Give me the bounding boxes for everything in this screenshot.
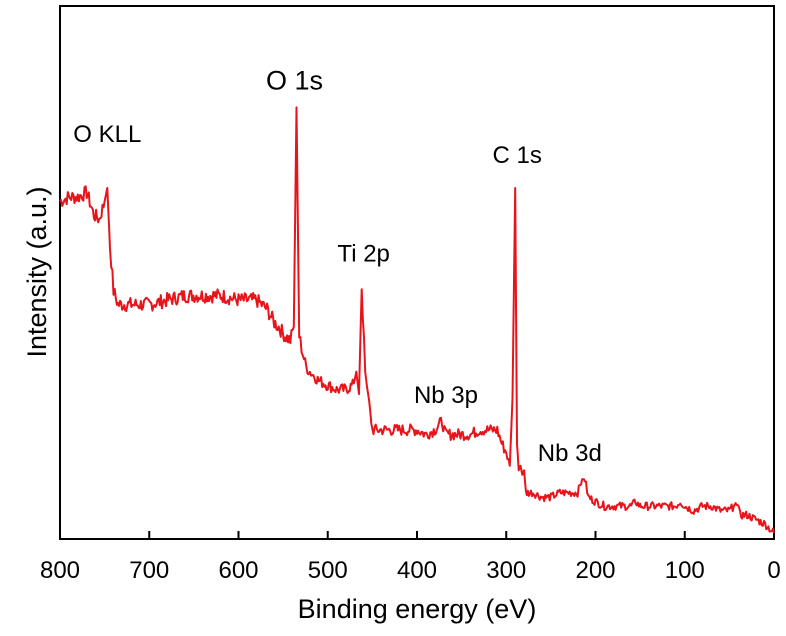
x-axis-ticks: [59, 531, 775, 539]
y-axis-title: Intensity (a.u.): [22, 186, 52, 357]
x-tick-label-400: 400: [397, 557, 437, 584]
peak-label-nb-3d: Nb 3d: [538, 440, 602, 467]
x-tick-label-100: 100: [665, 557, 705, 584]
x-tick-label-700: 700: [129, 557, 169, 584]
spectrum-line: [59, 106, 775, 534]
x-tick-label-600: 600: [218, 557, 258, 584]
x-tick-label-200: 200: [575, 557, 615, 584]
x-axis-tick-labels: 800 700 600 500 400 300 200 100 0: [40, 557, 781, 584]
peak-label-o-1s: O 1s: [266, 65, 323, 95]
peak-label-c-1s: C 1s: [492, 142, 541, 169]
peak-label-o-kll: O KLL: [73, 121, 141, 148]
peak-label-nb-3p: Nb 3p: [414, 382, 478, 409]
x-tick-label-500: 500: [308, 557, 348, 584]
x-tick-label-0: 0: [767, 557, 780, 584]
x-tick-label-800: 800: [40, 557, 80, 584]
peak-annotations: O KLL O 1s Ti 2p Nb 3p C 1s Nb 3d: [73, 65, 602, 467]
plot-frame: [59, 5, 775, 540]
x-axis-title: Binding energy (eV): [298, 594, 537, 624]
peak-label-ti-2p: Ti 2p: [337, 241, 389, 268]
x-tick-label-300: 300: [486, 557, 526, 584]
